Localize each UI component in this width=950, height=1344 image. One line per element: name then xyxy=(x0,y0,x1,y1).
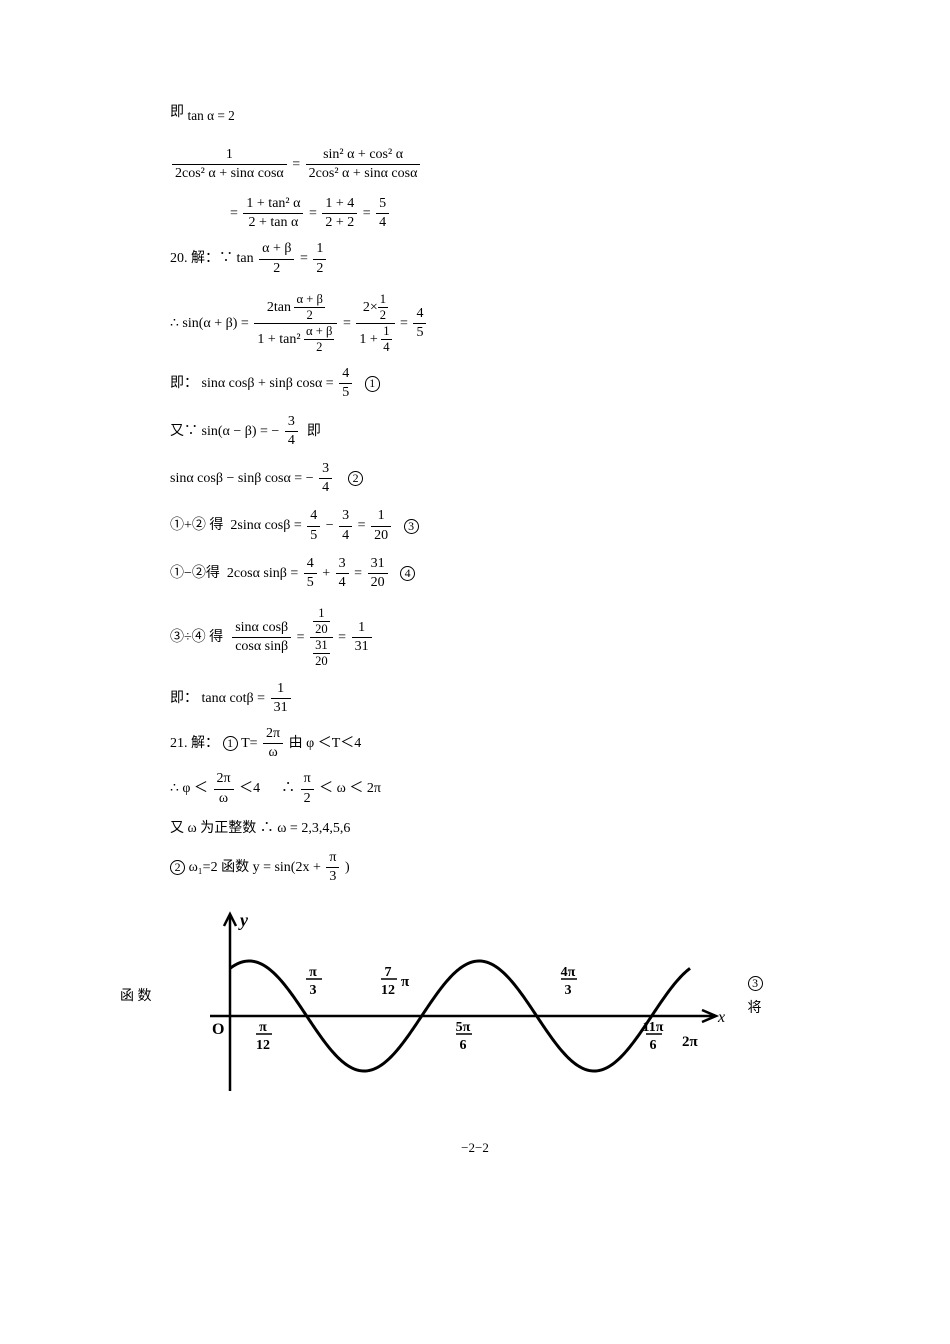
problem-21-line2: ∴ φ ＜ 2πω ＜4 ∴ π2 ＜ ω ＜ 2π xyxy=(170,770,780,807)
circled-3: 3 xyxy=(404,519,419,534)
circled-2b: 2 xyxy=(170,860,185,875)
p21-cond: 由 φ ＜T＜4 xyxy=(289,736,362,751)
problem-21-line4: 2 ω₁=2 函数 y = sin(2x + π3 ) xyxy=(170,849,780,886)
eq-main-frac-line1: 1 2cos² α + sinα cosα = sin² α + cos² α … xyxy=(170,146,780,183)
problem-20: 20. 解：∵ tan α + β 2 = 1 2 xyxy=(170,240,780,277)
svg-text:6: 6 xyxy=(649,1038,656,1053)
eq-circle-2: sinα cosβ − sinβ cosα = − 3 4 2 xyxy=(170,460,780,497)
eq-c2-body: sinα cosβ − sinβ cosα = − xyxy=(170,471,314,486)
frac-numeric-double: 2×12 1 + 14 xyxy=(356,292,394,355)
frac-ab2: α + β 2 xyxy=(259,240,294,277)
frac-34b: 3 4 xyxy=(319,460,332,497)
circled-1b: 1 xyxy=(223,736,238,751)
frac-54: 5 4 xyxy=(376,195,389,232)
svg-text:12: 12 xyxy=(256,1038,270,1053)
sin-amb: sin(α − β) = − xyxy=(202,424,280,439)
eq-1plus2: ①+② 得 2sinα cosβ = 45 − 34 = 120 3 xyxy=(170,507,780,544)
eq-3div4: ③÷④ 得 sinα cosβ cosα sinβ = 120 3120 = 1… xyxy=(170,606,780,669)
svg-text:π: π xyxy=(401,974,410,990)
svg-text:11π: 11π xyxy=(642,1020,663,1035)
you-label: 又∵ xyxy=(170,424,198,439)
p21-l4-close: ) xyxy=(345,860,350,875)
eq-circle-1: 即： sinα cosβ + sinβ cosα = 4 5 1 xyxy=(170,365,780,402)
frac-34: 3 4 xyxy=(285,413,298,450)
p20-label: 20. 解：∵ xyxy=(170,251,233,266)
frac-lhs: 1 2cos² α + sinα cosα xyxy=(172,146,287,183)
frac-45b: 4 5 xyxy=(339,365,352,402)
circled-3b: 3 xyxy=(748,976,763,991)
p21-label: 21. 解： xyxy=(170,736,219,751)
graph-row: 函 数 yxOπ12π3712π5π64π311π62π 3 ③ 将 将 xyxy=(170,896,780,1096)
frac-double-angle: 2tan α + β2 1 + tan² α + β2 xyxy=(254,292,337,355)
eq1m2-body: 2cosα sinβ = xyxy=(227,566,298,581)
tan-cot-line: 即： tanα cotβ = 131 xyxy=(170,680,780,717)
eq1p2-label: ①+② 得 xyxy=(170,518,223,533)
circled-2: 2 xyxy=(348,471,363,486)
svg-text:y: y xyxy=(238,910,249,930)
svg-text:6: 6 xyxy=(459,1038,466,1053)
ji-label: 即： xyxy=(170,376,198,391)
svg-text:3: 3 xyxy=(564,983,571,998)
eq-c1-body: sinα cosβ + sinβ cosα = xyxy=(202,376,334,391)
sine-graph: y x Oπ 12 π 3 7 12 π 5π 6 4π 3 11π 6 2π xyxy=(170,896,728,1096)
frac-12: 1 2 xyxy=(313,240,326,277)
p21-l3: 又 ω 为正整数 ∴ ω = 2,3,4,5,6 xyxy=(170,821,350,836)
frac-tan: 1 + tan² α 2 + tan α xyxy=(243,195,303,232)
svg-text:4π: 4π xyxy=(560,965,575,980)
ji-label: 即 xyxy=(170,105,184,120)
problem-21-line3: 又 ω 为正整数 ∴ ω = 2,3,4,5,6 xyxy=(170,816,780,841)
p21-l2a: ∴ φ ＜ xyxy=(170,781,208,796)
svg-text:5π: 5π xyxy=(455,1020,470,1035)
tan-text: tan xyxy=(237,251,254,266)
eq-main-frac-line2: = 1 + tan² α 2 + tan α = 1 + 4 2 + 2 = 5… xyxy=(230,195,780,232)
p21-lt4: ＜4 xyxy=(239,781,260,796)
sin-ab-prefix: ∴ sin(α + β) = xyxy=(170,316,249,331)
svg-text:7: 7 xyxy=(384,965,391,980)
p21-l4: ω₁=2 函数 y = sin(2x + xyxy=(189,860,325,875)
frac-rhs1: sin² α + cos² α 2cos² α + sinα cosα xyxy=(306,146,421,183)
p21-l2b: ∴ xyxy=(281,781,299,796)
ji-label: 即： xyxy=(170,691,198,706)
frac-144: 1 + 4 2 + 2 xyxy=(322,195,357,232)
eq3d4-complex: 120 3120 xyxy=(310,606,333,669)
svg-text:x: x xyxy=(717,1009,725,1026)
circled-4: 4 xyxy=(400,566,415,581)
eq3d4-frac: sinα cosβ cosα sinβ xyxy=(232,619,291,656)
frac-131: 1 31 xyxy=(352,619,372,656)
problem-21-line1: 21. 解： 1 T= 2πω 由 φ ＜T＜4 xyxy=(170,725,780,762)
p21-T: T= xyxy=(241,736,257,751)
svg-text:12: 12 xyxy=(381,983,395,998)
eq-1minus2: ①−②得 2cosα sinβ = 45 + 34 = 3120 4 xyxy=(170,555,780,592)
page-footer: −2−2 xyxy=(170,1136,780,1159)
graph-right-label: 3 ③ 将 将 xyxy=(748,971,780,1021)
svg-text:π: π xyxy=(259,1020,267,1035)
svg-text:3: 3 xyxy=(309,983,316,998)
sin-amb-line: 又∵ sin(α − β) = − 3 4 即 xyxy=(170,413,780,450)
eq1m2-label: ①−②得 xyxy=(170,566,220,581)
graph-left-label: 函 数 xyxy=(120,984,170,1009)
svg-text:O: O xyxy=(212,1021,224,1038)
tan-cot-body: tanα cotβ = xyxy=(202,691,266,706)
line-tan-alpha: 即 tan α = 2 xyxy=(170,100,780,128)
tan-alpha-eq: tan α = 2 xyxy=(188,108,235,123)
svg-text:π: π xyxy=(309,965,317,980)
sin-ab-eq: ∴ sin(α + β) = 2tan α + β2 1 + tan² α + … xyxy=(170,292,780,355)
svg-text:2π: 2π xyxy=(682,1034,699,1050)
ji2: 即 xyxy=(307,424,321,439)
eq3d4-label: ③÷④ 得 xyxy=(170,630,223,645)
eq1p2-body: 2sinα cosβ = xyxy=(230,518,301,533)
circled-1: 1 xyxy=(365,376,380,391)
frac-45: 4 5 xyxy=(413,305,426,342)
